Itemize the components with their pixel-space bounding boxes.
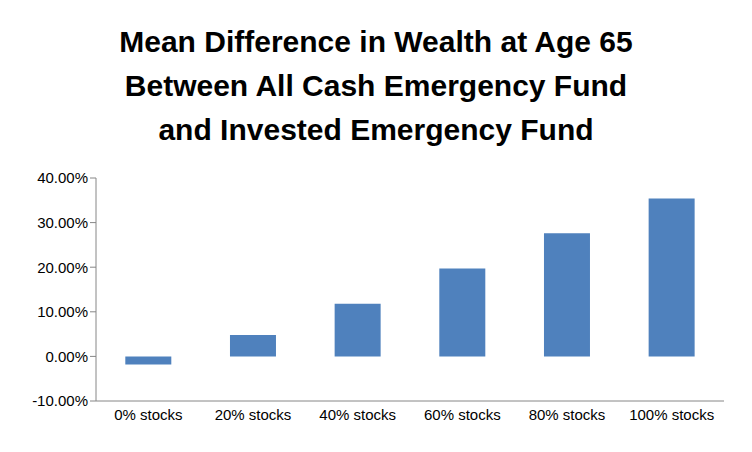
svg-text:80% stocks: 80% stocks: [529, 406, 606, 423]
svg-text:20% stocks: 20% stocks: [215, 406, 292, 423]
svg-text:-10.00%: -10.00%: [32, 392, 88, 409]
svg-text:20.00%: 20.00%: [37, 259, 88, 276]
svg-text:100% stocks: 100% stocks: [629, 406, 714, 423]
svg-text:0% stocks: 0% stocks: [114, 406, 182, 423]
html-text:Mean Difference in Wealth at A: Mean Difference in Wealth at Age 65 Betw…: [119, 25, 633, 146]
svg-text:40.00%: 40.00%: [37, 169, 88, 186]
svg-text:60% stocks: 60% stocks: [424, 406, 501, 423]
svg-text:0.00%: 0.00%: [45, 348, 88, 365]
svg-text:10.00%: 10.00%: [37, 303, 88, 320]
svg-text:30.00%: 30.00%: [37, 214, 88, 231]
svg-text:40% stocks: 40% stocks: [319, 406, 396, 423]
